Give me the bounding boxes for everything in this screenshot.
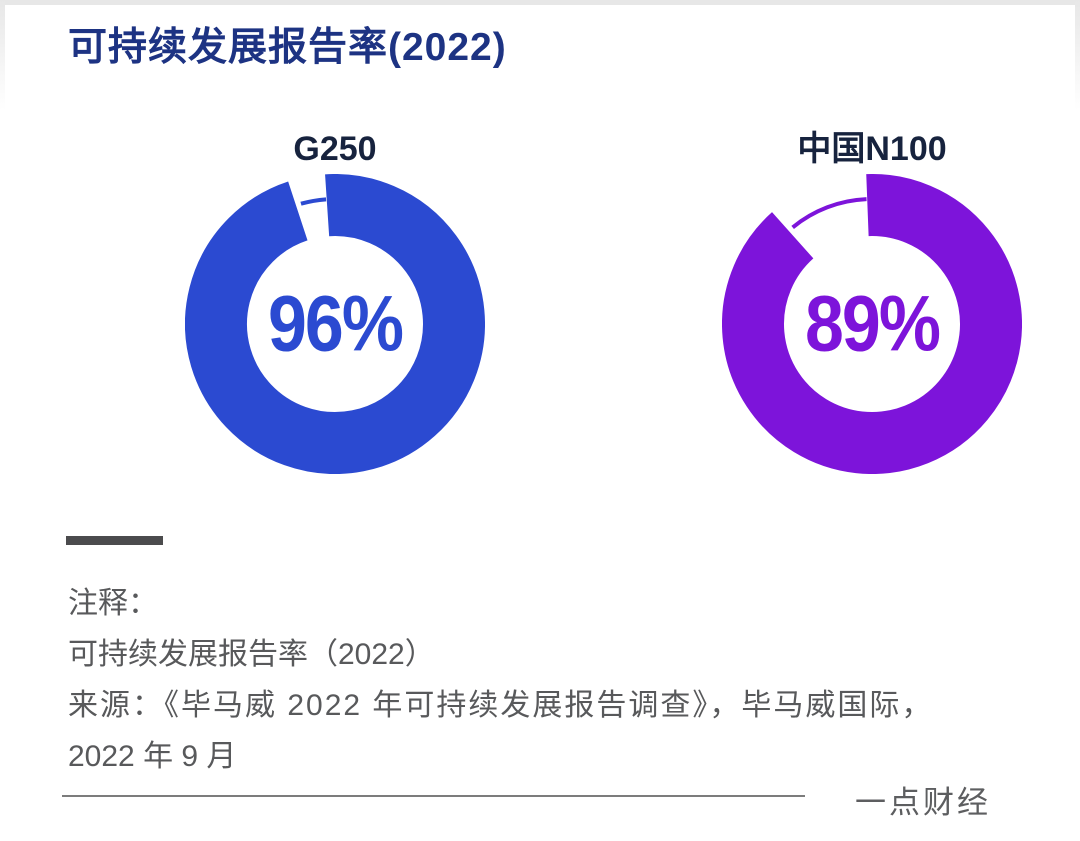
donut-arc-main: [185, 174, 485, 474]
notes-line-source: 来源：《毕马威 2022 年可持续发展报告调查》，毕马威国际，: [68, 689, 934, 722]
donut-label-china-n100: 中国N100: [797, 130, 947, 168]
brand-watermark: 一点财经: [855, 785, 991, 820]
card-left-edge: [0, 0, 5, 110]
footer-divider-line: [62, 795, 805, 797]
donut-chart-g250: 96%: [185, 174, 485, 474]
donut-chart-china-n100: 89%: [722, 174, 1022, 474]
donut-group-g250: G250 96%: [185, 126, 485, 474]
donut-arc-remainder: [300, 197, 327, 206]
donut-value-g250: 96%: [268, 280, 404, 368]
donut-arc-main: [722, 174, 1022, 474]
donut-label-g250: G250: [293, 130, 377, 168]
donut-ring-g250: [185, 174, 485, 474]
section-divider-bar: [66, 536, 163, 545]
notes-block: 注释： 可持续发展报告率（2022） 来源：《毕马威 2022 年可持续发展报告…: [68, 578, 1028, 782]
card-right-edge: [1075, 0, 1080, 110]
notes-line-definition: 可持续发展报告率（2022）: [68, 638, 435, 671]
notes-line-date: 2022 年 9 月: [68, 740, 237, 773]
donut-group-china-n100: 中国N100 89%: [722, 126, 1022, 474]
donut-value-china-n100: 89%: [805, 280, 941, 368]
notes-heading: 注释：: [68, 587, 158, 620]
card-top-edge: [0, 0, 1080, 5]
donut-arc-remainder: [791, 197, 867, 229]
donut-ring-china-n100: [722, 174, 1022, 474]
chart-title: 可持续发展报告率(2022): [68, 26, 507, 69]
